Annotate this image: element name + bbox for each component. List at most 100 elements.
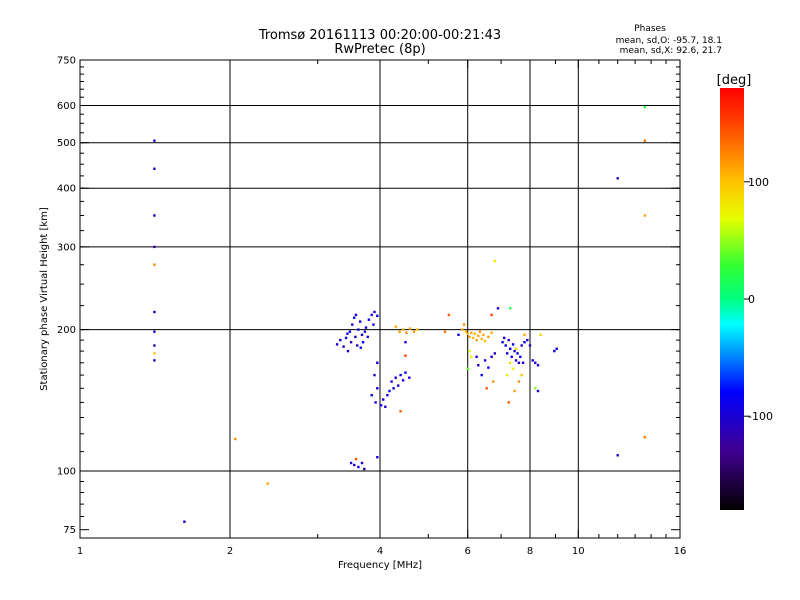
data-point [510, 355, 513, 358]
data-point [370, 313, 373, 317]
data-point [153, 167, 156, 170]
data-point [183, 520, 186, 523]
data-point [364, 326, 368, 329]
data-point [643, 436, 646, 439]
data-point [372, 323, 375, 326]
data-point [346, 349, 350, 353]
data-point [475, 355, 478, 358]
data-point [511, 343, 515, 346]
data-point [480, 373, 483, 377]
colorbar-ticks: 100 0 -100 [744, 176, 773, 423]
data-point [492, 380, 495, 383]
data-point [643, 139, 646, 142]
data-point [153, 139, 156, 142]
y-tick-label: 400 [57, 184, 76, 195]
data-point [357, 328, 360, 331]
colorbar-tick-label: 100 [748, 176, 769, 189]
data-point [468, 335, 471, 339]
data-point [534, 387, 537, 390]
data-point [344, 336, 348, 340]
data-point [643, 214, 646, 217]
data-point [153, 330, 156, 333]
colorbar [720, 88, 744, 510]
data-point [478, 330, 482, 333]
data-point [346, 332, 349, 335]
data-point [520, 373, 523, 377]
chart-title-line1: Tromsø 20161113 00:20:00-00:21:43 [258, 28, 501, 43]
data-point [376, 387, 379, 390]
y-tick-label: 200 [57, 325, 76, 336]
data-point [356, 344, 359, 347]
data-point [480, 337, 483, 341]
data-point [359, 346, 362, 349]
data-point [447, 313, 451, 317]
data-point [457, 333, 460, 336]
data-point [514, 359, 518, 362]
data-point [531, 359, 534, 362]
data-point [507, 401, 510, 404]
data-point [354, 313, 358, 317]
data-point [153, 263, 156, 266]
data-point [461, 328, 464, 331]
data-point [643, 106, 646, 109]
y-tick-label: 300 [57, 242, 76, 253]
data-point [390, 380, 393, 383]
y-tick-label: 500 [57, 138, 76, 149]
x-tick-label: 2 [227, 546, 233, 557]
data-point [513, 389, 516, 393]
axis-ticks: 1 2 4 6 8 10 16 75 100 200 300 400 500 600 750 [57, 56, 686, 558]
data-point [462, 323, 466, 326]
data-point [490, 313, 493, 317]
data-point [511, 367, 515, 370]
data-point [367, 318, 371, 321]
phases-heading: Phases [634, 24, 666, 34]
data-point [363, 467, 366, 471]
data-point [354, 335, 357, 339]
data-point [521, 361, 525, 364]
data-point [379, 404, 383, 407]
data-point [536, 364, 540, 367]
data-point [501, 341, 504, 344]
data-point [517, 361, 521, 364]
y-tick-label: 600 [57, 101, 76, 112]
phases-x-stats: mean, sd,X: 92.6, 21.7 [620, 46, 722, 56]
data-point [466, 367, 469, 370]
phases-o-stats: mean, sd,O: -95.7, 18.1 [616, 36, 722, 46]
chart-title-line2: RwPretec (8p) [334, 42, 425, 57]
data-point [528, 344, 532, 347]
data-point [349, 341, 353, 344]
x-tick-label: 1 [77, 546, 83, 557]
data-point [526, 338, 529, 342]
data-point [513, 349, 516, 353]
data-point [392, 387, 395, 390]
data-point [471, 336, 475, 340]
data-point [398, 330, 401, 333]
data-point [416, 328, 419, 331]
data-point [153, 352, 156, 355]
data-point [490, 355, 493, 358]
data-point [507, 338, 510, 342]
grid-lines [80, 60, 680, 538]
data-point [519, 355, 522, 358]
colorbar-tick-label: 0 [748, 293, 755, 306]
data-point [342, 345, 345, 348]
data-point [464, 330, 468, 333]
colorbar-label: [deg] [717, 73, 752, 88]
data-point [376, 456, 379, 459]
data-point [376, 361, 379, 364]
data-point [353, 316, 356, 319]
data-point [516, 352, 519, 355]
data-point [473, 332, 476, 335]
data-points [153, 106, 646, 523]
data-point [506, 352, 509, 355]
data-point [388, 389, 391, 393]
data-point [394, 376, 397, 379]
data-point [360, 333, 364, 336]
data-point [534, 361, 537, 364]
data-point [153, 310, 156, 314]
data-point [487, 335, 490, 339]
data-point [520, 344, 523, 347]
data-point [360, 461, 364, 465]
data-point [405, 331, 408, 334]
